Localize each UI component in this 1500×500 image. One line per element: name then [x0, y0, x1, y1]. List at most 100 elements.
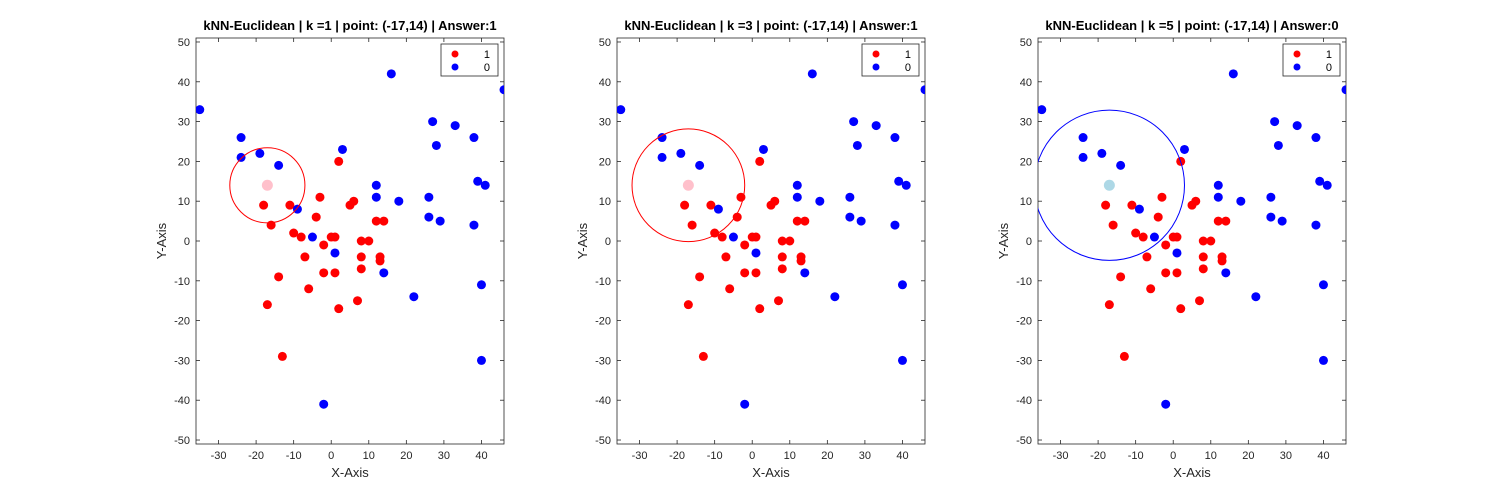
point-class-1 — [725, 284, 735, 294]
point-class-0 — [236, 133, 246, 143]
point-class-1 — [356, 264, 366, 274]
point-class-0 — [890, 220, 900, 230]
legend-entry: 1 — [484, 49, 490, 61]
x-tick-label: 0 — [328, 450, 334, 462]
point-class-0 — [371, 180, 381, 190]
point-class-0 — [371, 192, 381, 202]
legend-box — [440, 43, 499, 77]
point-class-0 — [807, 69, 817, 79]
axes-box — [195, 37, 505, 445]
x-tick-label: -20 — [248, 450, 264, 462]
x-tick-label: 40 — [896, 450, 908, 462]
point-class-0 — [758, 144, 768, 154]
point-class-0 — [871, 121, 881, 131]
point-class-1 — [1157, 192, 1167, 202]
point-class-0 — [274, 160, 284, 170]
point-class-0 — [450, 121, 460, 131]
point-class-0 — [1213, 192, 1223, 202]
point-class-0 — [815, 196, 825, 206]
legend-box — [861, 43, 920, 77]
subplot-k5: kNN-Euclidean | k =5 | point: (-17,14) |… — [996, 18, 1347, 480]
y-tick-label: 30 — [178, 117, 190, 129]
point-class-0 — [1277, 216, 1287, 226]
point-class-0 — [499, 85, 504, 95]
point-class-0 — [800, 268, 810, 278]
point-class-0 — [1273, 140, 1283, 150]
point-class-0 — [379, 268, 389, 278]
y-tick-label: -40 — [1016, 395, 1032, 407]
y-tick-label: -50 — [174, 435, 190, 447]
y-tick-label: -10 — [174, 276, 190, 288]
y-tick-label: -50 — [595, 435, 611, 447]
y-tick-label: 0 — [605, 236, 611, 248]
x-tick-label: 10 — [1205, 450, 1217, 462]
point-class-1 — [1108, 220, 1118, 230]
x-tick-label: 10 — [363, 450, 375, 462]
point-class-0 — [473, 176, 483, 186]
point-class-0 — [1097, 148, 1107, 158]
point-class-0 — [1311, 220, 1321, 230]
point-class-1 — [770, 196, 780, 206]
point-class-0 — [845, 212, 855, 222]
query-point — [1103, 179, 1115, 191]
point-class-0 — [424, 192, 434, 202]
point-class-0 — [792, 180, 802, 190]
data-layer — [196, 69, 504, 409]
x-tick-label: -10 — [707, 450, 723, 462]
point-class-1 — [1161, 268, 1171, 278]
point-class-0 — [476, 280, 486, 290]
legend-marker — [451, 63, 459, 71]
point-class-0 — [657, 152, 667, 162]
point-class-0 — [1322, 180, 1332, 190]
point-class-0 — [901, 180, 911, 190]
axes-box — [616, 37, 926, 445]
point-class-0 — [1221, 268, 1231, 278]
point-class-1 — [349, 196, 359, 206]
point-class-1 — [1146, 284, 1156, 294]
x-tick-label: -20 — [669, 450, 685, 462]
point-class-0 — [1228, 69, 1238, 79]
y-tick-label: 20 — [1020, 156, 1032, 168]
point-class-0 — [920, 85, 925, 95]
point-class-1 — [777, 252, 787, 262]
chart-title: kNN-Euclidean | k =1 | point: (-17,14) |… — [203, 18, 496, 33]
point-class-1 — [330, 232, 340, 242]
point-class-0 — [1236, 196, 1246, 206]
legend: 10 — [1282, 43, 1341, 77]
point-class-0 — [1038, 105, 1047, 115]
point-class-0 — [394, 196, 404, 206]
legend-entry: 0 — [905, 62, 911, 74]
point-class-0 — [792, 192, 802, 202]
point-class-1 — [777, 236, 787, 246]
data-layer — [617, 69, 925, 409]
point-class-1 — [1142, 252, 1152, 262]
point-class-1 — [680, 200, 690, 210]
y-tick-label: 20 — [178, 156, 190, 168]
point-class-1 — [356, 236, 366, 246]
point-class-0 — [1318, 355, 1328, 365]
y-tick-label: -20 — [174, 316, 190, 328]
x-tick-label: -20 — [1090, 450, 1106, 462]
point-class-1 — [1161, 240, 1171, 250]
point-class-0 — [196, 105, 205, 115]
neighbourhood-circle — [631, 128, 746, 243]
point-class-1 — [356, 252, 366, 262]
point-class-0 — [428, 117, 438, 127]
point-class-1 — [687, 220, 697, 230]
point-class-1 — [353, 296, 363, 306]
point-class-0 — [830, 292, 840, 302]
point-class-1 — [751, 232, 761, 242]
x-tick-label: -30 — [211, 450, 227, 462]
x-tick-label: 40 — [1317, 450, 1329, 462]
point-class-1 — [800, 216, 810, 226]
y-tick-label: 20 — [599, 156, 611, 168]
point-class-1 — [277, 351, 287, 361]
point-class-0 — [1213, 180, 1223, 190]
point-class-1 — [695, 272, 705, 282]
point-class-1 — [698, 351, 708, 361]
y-tick-label: -20 — [595, 316, 611, 328]
point-class-1 — [274, 272, 284, 282]
legend-marker — [872, 63, 880, 71]
point-class-1 — [740, 268, 750, 278]
point-class-1 — [717, 232, 727, 242]
